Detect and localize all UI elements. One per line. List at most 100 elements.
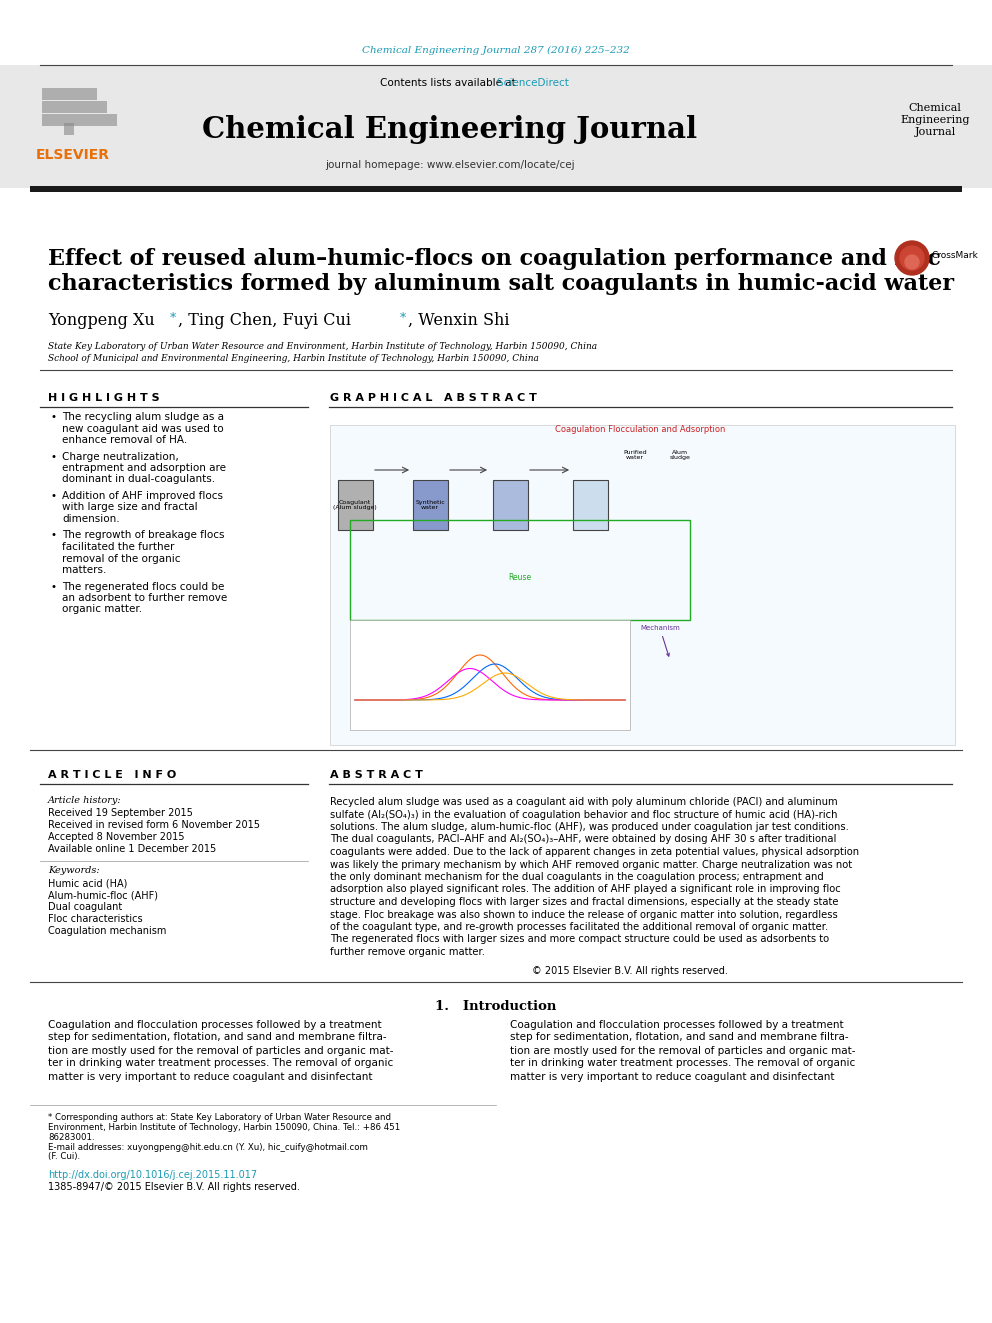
Text: Coagulant
(Alum sludge): Coagulant (Alum sludge) (333, 500, 377, 511)
Text: Coagulation mechanism: Coagulation mechanism (48, 926, 167, 935)
Bar (0, 65, 992, 188)
Bar (573, 480, 608, 531)
Text: Addition of AHF improved flocs: Addition of AHF improved flocs (62, 491, 223, 501)
Text: Reuse: Reuse (509, 573, 532, 582)
Text: Mechanism: Mechanism (640, 624, 680, 656)
Text: , Ting Chen, Fuyi Cui: , Ting Chen, Fuyi Cui (178, 312, 356, 329)
Text: H I G H L I G H T S: H I G H L I G H T S (48, 393, 160, 404)
Text: * Corresponding authors at: State Key Laboratory of Urban Water Resource and: * Corresponding authors at: State Key La… (48, 1113, 391, 1122)
Text: •: • (50, 531, 56, 541)
Text: Keywords:: Keywords: (48, 867, 99, 875)
Text: The regenerated flocs with larger sizes and more compact structure could be used: The regenerated flocs with larger sizes … (330, 934, 829, 945)
Text: ScienceDirect: ScienceDirect (380, 78, 568, 89)
Bar (30, 187, 962, 192)
Text: E-mail addresses: xuyongpeng@hit.edu.cn (Y. Xu), hic_cuify@hotmail.com: E-mail addresses: xuyongpeng@hit.edu.cn … (48, 1143, 368, 1151)
Bar (350, 520, 690, 620)
Bar (42, 89, 97, 101)
Text: Dual coagulant: Dual coagulant (48, 902, 122, 912)
Text: Chemical Engineering Journal: Chemical Engineering Journal (202, 115, 697, 144)
Bar (338, 480, 373, 531)
Text: •: • (50, 491, 56, 501)
Text: Floc characteristics: Floc characteristics (48, 914, 143, 923)
Text: with large size and fractal: with large size and fractal (62, 503, 197, 512)
Text: coagulants were added. Due to the lack of apparent changes in zeta potential val: coagulants were added. Due to the lack o… (330, 847, 859, 857)
Text: •: • (50, 411, 56, 422)
Text: The regenerated flocs could be: The regenerated flocs could be (62, 582, 224, 591)
Text: Coagulation and flocculation processes followed by a treatment: Coagulation and flocculation processes f… (510, 1020, 843, 1029)
Text: Received 19 September 2015: Received 19 September 2015 (48, 808, 192, 818)
Text: Recycled alum sludge was used as a coagulant aid with poly aluminum chloride (PA: Recycled alum sludge was used as a coagu… (330, 796, 837, 807)
Text: stage. Floc breakage was also shown to induce the release of organic matter into: stage. Floc breakage was also shown to i… (330, 909, 838, 919)
Text: http://dx.doi.org/10.1016/j.cej.2015.11.017: http://dx.doi.org/10.1016/j.cej.2015.11.… (48, 1171, 257, 1180)
Text: Purified
water: Purified water (623, 450, 647, 460)
Text: Received in revised form 6 November 2015: Received in revised form 6 November 2015 (48, 820, 260, 830)
Text: sulfate (Al₂(SO₄)₃) in the evaluation of coagulation behavior and floc structure: sulfate (Al₂(SO₄)₃) in the evaluation of… (330, 810, 837, 819)
Text: tion are mostly used for the removal of particles and organic mat-: tion are mostly used for the removal of … (510, 1045, 855, 1056)
Text: step for sedimentation, flotation, and sand and membrane filtra-: step for sedimentation, flotation, and s… (510, 1032, 848, 1043)
Text: an adsorbent to further remove: an adsorbent to further remove (62, 593, 227, 603)
Text: •: • (50, 582, 56, 591)
Text: organic matter.: organic matter. (62, 605, 142, 614)
Text: The regrowth of breakage flocs: The regrowth of breakage flocs (62, 531, 224, 541)
Text: State Key Laboratory of Urban Water Resource and Environment, Harbin Institute o: State Key Laboratory of Urban Water Reso… (48, 343, 597, 351)
Bar (42, 114, 117, 126)
Circle shape (905, 255, 919, 269)
Text: Alum
sludge: Alum sludge (670, 450, 690, 460)
Bar (493, 480, 528, 531)
Text: tion are mostly used for the removal of particles and organic mat-: tion are mostly used for the removal of … (48, 1045, 394, 1056)
Text: Charge neutralization,: Charge neutralization, (62, 451, 179, 462)
Text: Alum-humic-floc (AHF): Alum-humic-floc (AHF) (48, 890, 158, 900)
Text: of the coagulant type, and re-growth processes facilitated the additional remova: of the coagulant type, and re-growth pro… (330, 922, 828, 931)
Text: The recycling alum sludge as a: The recycling alum sludge as a (62, 411, 224, 422)
Text: new coagulant aid was used to: new coagulant aid was used to (62, 423, 223, 434)
Text: solutions. The alum sludge, alum-humic-floc (AHF), was produced under coagulatio: solutions. The alum sludge, alum-humic-f… (330, 822, 849, 832)
Text: 86283001.: 86283001. (48, 1132, 94, 1142)
Text: Coagulation Flocculation and Adsorption: Coagulation Flocculation and Adsorption (555, 425, 725, 434)
Text: Coagulation and flocculation processes followed by a treatment: Coagulation and flocculation processes f… (48, 1020, 382, 1029)
Text: G R A P H I C A L   A B S T R A C T: G R A P H I C A L A B S T R A C T (330, 393, 537, 404)
Text: removal of the organic: removal of the organic (62, 553, 181, 564)
Text: A B S T R A C T: A B S T R A C T (330, 770, 423, 781)
Text: dimension.: dimension. (62, 515, 120, 524)
Text: matters.: matters. (62, 565, 106, 576)
Text: structure and developing flocs with larger sizes and fractal dimensions, especia: structure and developing flocs with larg… (330, 897, 838, 908)
Text: Available online 1 December 2015: Available online 1 December 2015 (48, 844, 216, 855)
Text: School of Municipal and Environmental Engineering, Harbin Institute of Technolog: School of Municipal and Environmental En… (48, 355, 539, 363)
Text: entrapment and adsorption are: entrapment and adsorption are (62, 463, 226, 474)
Text: 1385-8947/© 2015 Elsevier B.V. All rights reserved.: 1385-8947/© 2015 Elsevier B.V. All right… (48, 1183, 300, 1192)
Text: •: • (50, 451, 56, 462)
Text: Article history:: Article history: (48, 796, 122, 804)
Bar (413, 480, 448, 531)
Text: Chemical Engineering Journal 287 (2016) 225–232: Chemical Engineering Journal 287 (2016) … (362, 45, 630, 54)
Text: ELSEVIER: ELSEVIER (36, 148, 110, 161)
Bar (350, 620, 630, 730)
Text: matter is very important to reduce coagulant and disinfectant: matter is very important to reduce coagu… (48, 1072, 373, 1081)
Text: Yongpeng Xu: Yongpeng Xu (48, 312, 160, 329)
Text: Humic acid (HA): Humic acid (HA) (48, 878, 127, 888)
Bar (42, 101, 107, 112)
Text: journal homepage: www.elsevier.com/locate/cej: journal homepage: www.elsevier.com/locat… (325, 160, 574, 169)
Text: Environment, Harbin Institute of Technology, Harbin 150090, China. Tel.: +86 451: Environment, Harbin Institute of Technol… (48, 1122, 400, 1131)
Text: step for sedimentation, flotation, and sand and membrane filtra-: step for sedimentation, flotation, and s… (48, 1032, 387, 1043)
Circle shape (900, 246, 924, 270)
Text: A R T I C L E   I N F O: A R T I C L E I N F O (48, 770, 177, 781)
Text: (F. Cui).: (F. Cui). (48, 1152, 80, 1162)
Text: matter is very important to reduce coagulant and disinfectant: matter is very important to reduce coagu… (510, 1072, 834, 1081)
Text: ter in drinking water treatment processes. The removal of organic: ter in drinking water treatment processe… (48, 1058, 393, 1069)
Text: was likely the primary mechanism by which AHF removed organic matter. Charge neu: was likely the primary mechanism by whic… (330, 860, 852, 869)
Text: The dual coagulants, PACl–AHF and Al₂(SO₄)₃–AHF, were obtained by dosing AHF 30 : The dual coagulants, PACl–AHF and Al₂(SO… (330, 835, 836, 844)
Bar (64, 123, 74, 135)
Text: adsorption also played significant roles. The addition of AHF played a significa: adsorption also played significant roles… (330, 885, 841, 894)
Text: , Wenxin Shi: , Wenxin Shi (408, 312, 510, 329)
Text: *: * (170, 312, 177, 325)
Text: further remove organic matter.: further remove organic matter. (330, 947, 485, 957)
Circle shape (895, 241, 929, 275)
Text: ter in drinking water treatment processes. The removal of organic: ter in drinking water treatment processe… (510, 1058, 855, 1069)
Text: enhance removal of HA.: enhance removal of HA. (62, 435, 187, 445)
Text: dominant in dual-coagulants.: dominant in dual-coagulants. (62, 475, 215, 484)
Text: Contents lists available at: Contents lists available at (380, 78, 519, 89)
Text: Synthetic
water: Synthetic water (415, 500, 444, 511)
Text: © 2015 Elsevier B.V. All rights reserved.: © 2015 Elsevier B.V. All rights reserved… (532, 966, 728, 975)
Text: 1.   Introduction: 1. Introduction (435, 999, 557, 1012)
Text: the only dominant mechanism for the dual coagulants in the coagulation process; : the only dominant mechanism for the dual… (330, 872, 823, 882)
